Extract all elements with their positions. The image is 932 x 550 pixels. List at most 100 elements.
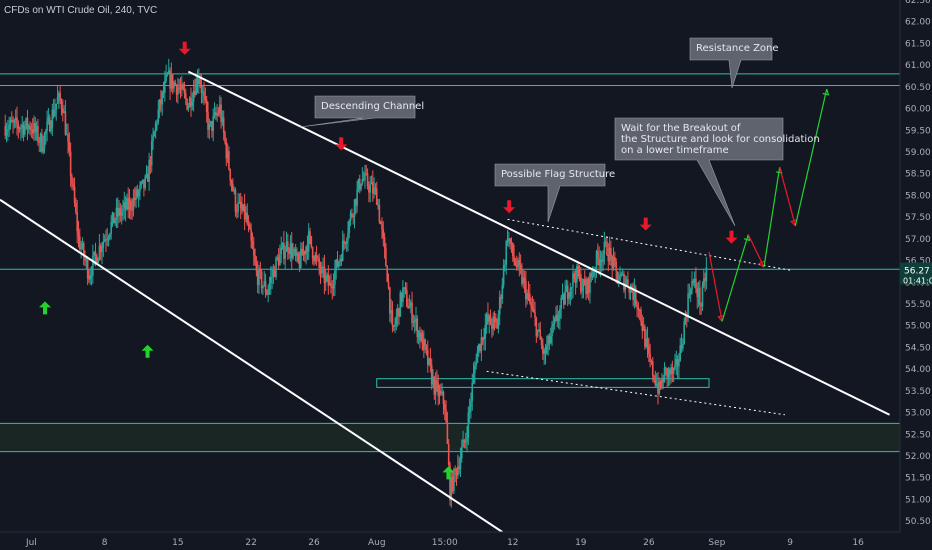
candle — [56, 97, 59, 104]
candle — [160, 99, 162, 105]
candle — [4, 125, 7, 136]
callout-breakout-note-text: the Structure and look for consolidation — [621, 134, 820, 145]
candle — [286, 241, 289, 251]
candle — [547, 335, 549, 346]
callout-flag-structure-box — [494, 163, 606, 223]
candle — [563, 294, 565, 305]
candle — [254, 255, 256, 264]
candle — [614, 257, 616, 262]
candle — [222, 117, 225, 133]
x-tick-label: 15 — [172, 538, 183, 548]
candle — [391, 310, 394, 326]
candle — [620, 274, 623, 276]
candle — [543, 349, 545, 354]
candle — [115, 207, 118, 219]
candle — [169, 70, 171, 89]
candle — [602, 253, 604, 262]
candle — [67, 134, 69, 142]
candle — [238, 201, 241, 203]
candle — [398, 308, 400, 317]
candle — [695, 278, 697, 289]
candle — [86, 259, 89, 279]
candle — [577, 266, 579, 277]
candle — [64, 111, 67, 135]
candle — [680, 345, 683, 349]
candle — [96, 255, 98, 264]
candle — [678, 360, 680, 367]
candle — [513, 256, 515, 261]
candle — [457, 466, 459, 476]
candle — [598, 257, 600, 266]
candle — [355, 199, 357, 206]
candle — [581, 289, 583, 292]
candle — [127, 198, 129, 210]
candle — [641, 321, 644, 331]
candle — [251, 240, 254, 249]
candle — [21, 124, 24, 128]
candle — [485, 314, 488, 325]
candle — [657, 383, 659, 394]
candle — [273, 269, 276, 277]
candle — [477, 344, 480, 352]
candle — [247, 223, 250, 226]
candle — [409, 302, 412, 307]
candle — [334, 270, 336, 285]
candle — [504, 264, 506, 266]
candle — [441, 392, 443, 394]
candle — [536, 329, 539, 337]
candle — [437, 382, 440, 397]
candle — [517, 259, 519, 268]
candle — [318, 258, 320, 269]
x-tick-label: 19 — [575, 538, 587, 548]
candle — [262, 285, 264, 289]
candle — [509, 238, 511, 245]
candle — [693, 278, 696, 283]
candle — [494, 318, 497, 322]
candle — [607, 255, 610, 261]
candle — [564, 291, 566, 305]
candle — [546, 345, 548, 354]
candle — [687, 293, 689, 318]
candle — [345, 240, 348, 244]
candle — [549, 336, 552, 344]
candle — [633, 287, 636, 300]
candle — [637, 307, 640, 310]
candle — [175, 85, 178, 95]
candle — [453, 468, 455, 492]
candle — [38, 141, 41, 143]
candle — [205, 99, 208, 113]
candle — [276, 257, 279, 259]
candle — [126, 198, 128, 210]
candle — [408, 306, 411, 309]
candle — [684, 316, 687, 322]
candle — [556, 314, 559, 321]
candle — [296, 252, 298, 256]
candle — [187, 107, 190, 110]
trendlines-layer — [0, 70, 890, 532]
candle — [148, 160, 150, 182]
candle — [154, 123, 157, 132]
y-tick-label: 59.50 — [905, 126, 931, 136]
candle — [413, 320, 416, 322]
candle — [559, 308, 561, 319]
candle — [71, 176, 73, 185]
candle — [483, 338, 485, 341]
candle — [679, 345, 682, 361]
candle — [90, 275, 93, 277]
candle — [424, 339, 426, 346]
candle — [228, 151, 230, 170]
y-tick-label: 52.00 — [905, 452, 931, 462]
candle — [415, 318, 417, 321]
candle — [445, 409, 447, 422]
candle — [377, 204, 379, 206]
candle — [246, 212, 249, 224]
candle — [225, 141, 228, 159]
candles-layer — [4, 58, 708, 508]
candle — [682, 344, 684, 349]
candle — [570, 287, 573, 289]
candle — [489, 315, 492, 325]
candle — [498, 297, 501, 315]
candle — [396, 308, 399, 317]
arrow-down-icon — [725, 230, 738, 244]
